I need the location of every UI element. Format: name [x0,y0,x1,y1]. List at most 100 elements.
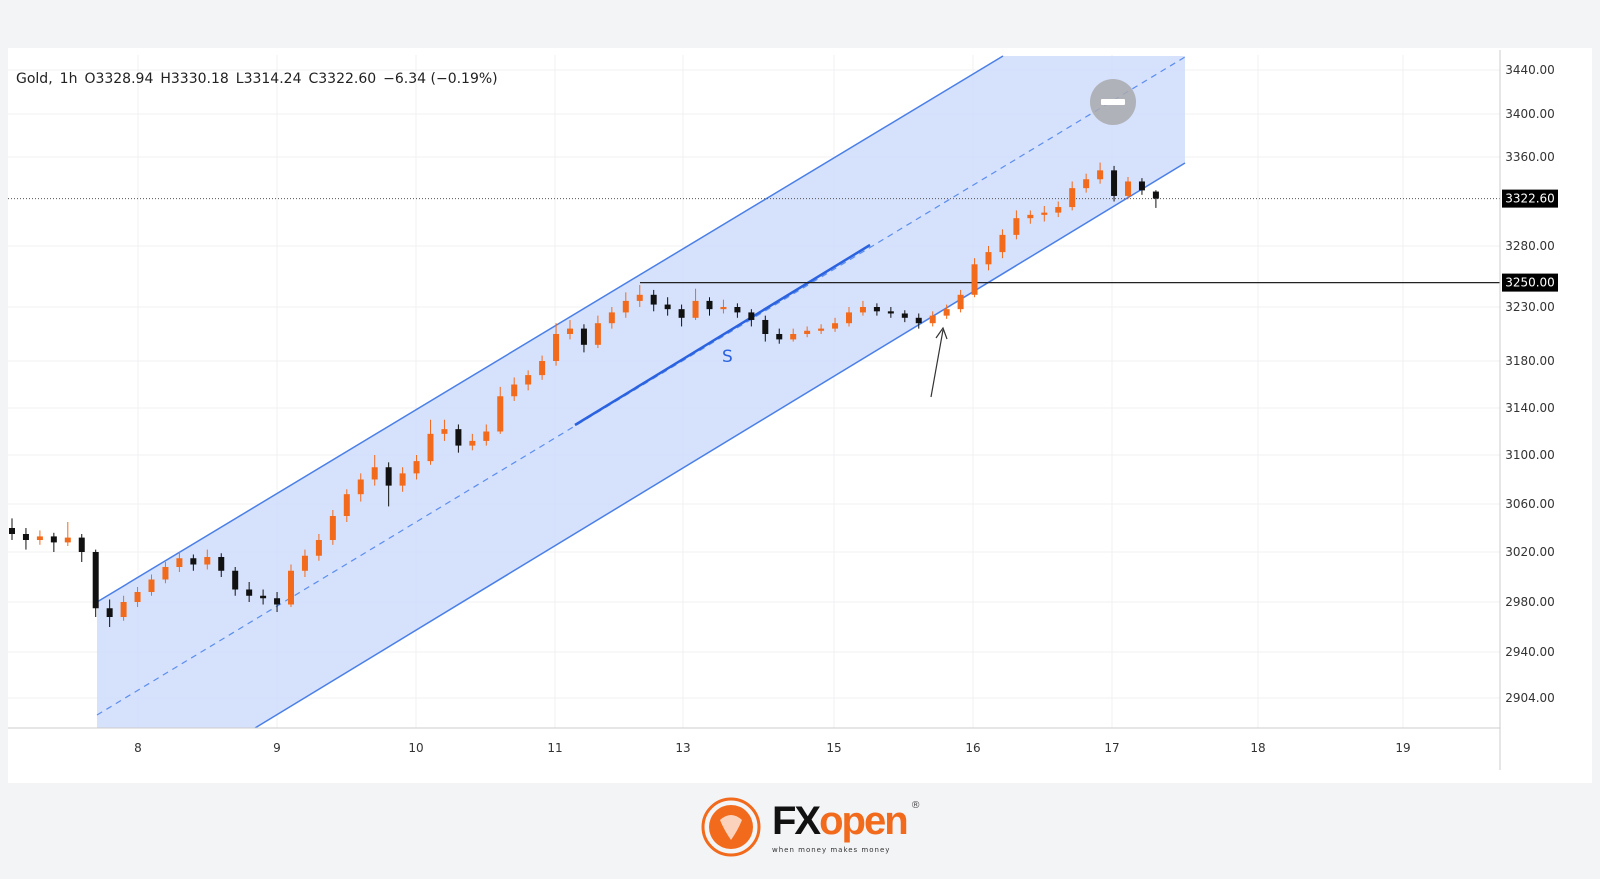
candle-body[interactable] [511,384,518,397]
candle-body[interactable] [539,361,546,376]
candle-body[interactable] [120,602,127,617]
candle-body[interactable] [706,300,713,310]
candle-body[interactable] [343,494,350,516]
candle-body[interactable] [441,429,448,434]
candle-body[interactable] [664,304,671,310]
candle-body[interactable] [734,307,741,313]
candle-body[interactable] [748,312,755,320]
candle-body[interactable] [1097,170,1104,180]
candle-body[interactable] [1069,188,1076,208]
arrow-annotation[interactable] [930,329,944,398]
candle-body[interactable] [288,570,294,605]
y-tick-label: 3100.00 [1505,448,1555,462]
interval: 1h [59,71,78,87]
level-price-text: 3250.00 [1505,276,1555,290]
candle-body[interactable] [134,592,141,602]
candle-body[interactable] [329,516,336,540]
candle-body[interactable] [218,557,225,571]
candle-body[interactable] [1055,207,1062,213]
candle-body[interactable] [274,598,281,605]
candle-body[interactable] [1138,181,1145,191]
candle-body[interactable] [246,589,253,596]
candle-body[interactable] [887,311,894,314]
candle-body[interactable] [148,579,155,593]
candle-body[interactable] [608,312,615,324]
candle-body[interactable] [204,557,211,565]
candle-body[interactable] [399,473,406,486]
trend-segment[interactable] [574,243,871,427]
candle-body[interactable] [957,294,964,310]
candle-body[interactable] [622,300,629,313]
candle-body[interactable] [176,558,183,567]
candle-body[interactable] [315,540,322,556]
candle-body[interactable] [1083,179,1090,189]
candle-body[interactable] [915,317,922,324]
candle-body[interactable] [455,429,462,446]
candle-body[interactable] [50,536,57,543]
candle-body[interactable] [971,264,978,295]
candle-body[interactable] [9,528,15,534]
x-tick-label: 15 [826,741,841,755]
high-value: H3330.18 [160,71,229,87]
time-axis[interactable]: 8 9 10 11 13 15 16 17 18 19 [134,741,1410,755]
candle-body[interactable] [427,433,434,462]
candle-body[interactable] [859,307,866,313]
candle-body[interactable] [22,534,29,540]
candle-body[interactable] [64,537,71,543]
candle-body[interactable] [720,307,727,310]
minus-icon [1101,99,1125,105]
candle-body[interactable] [78,537,85,552]
candle-body[interactable] [943,309,950,316]
candle-body[interactable] [1027,214,1034,219]
candle-body[interactable] [357,479,364,495]
candle-body[interactable] [846,312,852,324]
price-axis[interactable]: 3440.00 3400.00 3360.00 3280.00 3230.00 3180.… [1505,63,1555,705]
candle-body[interactable] [525,375,532,385]
candle-body[interactable] [650,294,657,305]
candle-body[interactable] [232,570,239,590]
candle-body[interactable] [1152,191,1159,199]
candle-body[interactable] [301,555,308,571]
candle-body[interactable] [790,334,797,340]
candle-body[interactable] [36,536,43,540]
candle-body[interactable] [818,328,825,331]
candle-body[interactable] [636,294,643,301]
candle-body[interactable] [1111,170,1118,196]
candle-body[interactable] [776,334,783,340]
candle-body[interactable] [497,396,504,432]
candle-body[interactable] [1125,181,1131,196]
remove-button[interactable] [1090,79,1136,125]
candle-body[interactable] [553,334,560,361]
candle-body[interactable] [469,440,476,446]
candle-body[interactable] [483,431,490,441]
candle-body[interactable] [92,552,99,609]
candle-body[interactable] [385,467,392,486]
candle-body[interactable] [692,300,699,318]
candle-body[interactable] [1013,218,1020,235]
candle-body[interactable] [873,307,880,312]
candle-body[interactable] [413,461,420,474]
candle-body[interactable] [929,315,936,324]
candle-body[interactable] [678,309,685,318]
candle-body[interactable] [567,328,573,334]
candle-body[interactable] [162,567,169,580]
candle-body[interactable] [985,252,992,265]
y-tick-label: 3140.00 [1505,401,1555,415]
candle-body[interactable] [580,328,587,345]
candle-body[interactable] [594,323,601,345]
candle-body[interactable] [1041,212,1048,215]
channel-median-line[interactable] [96,56,1186,716]
y-tick-label: 3400.00 [1505,107,1555,121]
candle-body[interactable] [260,595,267,599]
candle-body[interactable] [371,467,378,480]
channel-lower-line[interactable] [254,162,1186,729]
candle-body[interactable] [762,319,769,334]
candle-body[interactable] [804,330,811,334]
channel-upper-line[interactable] [96,55,1004,603]
candle-body[interactable] [832,323,839,329]
candle-body[interactable] [190,558,197,565]
candle-body[interactable] [106,608,113,617]
candle-body[interactable] [901,313,908,318]
candle-body[interactable] [999,234,1006,253]
